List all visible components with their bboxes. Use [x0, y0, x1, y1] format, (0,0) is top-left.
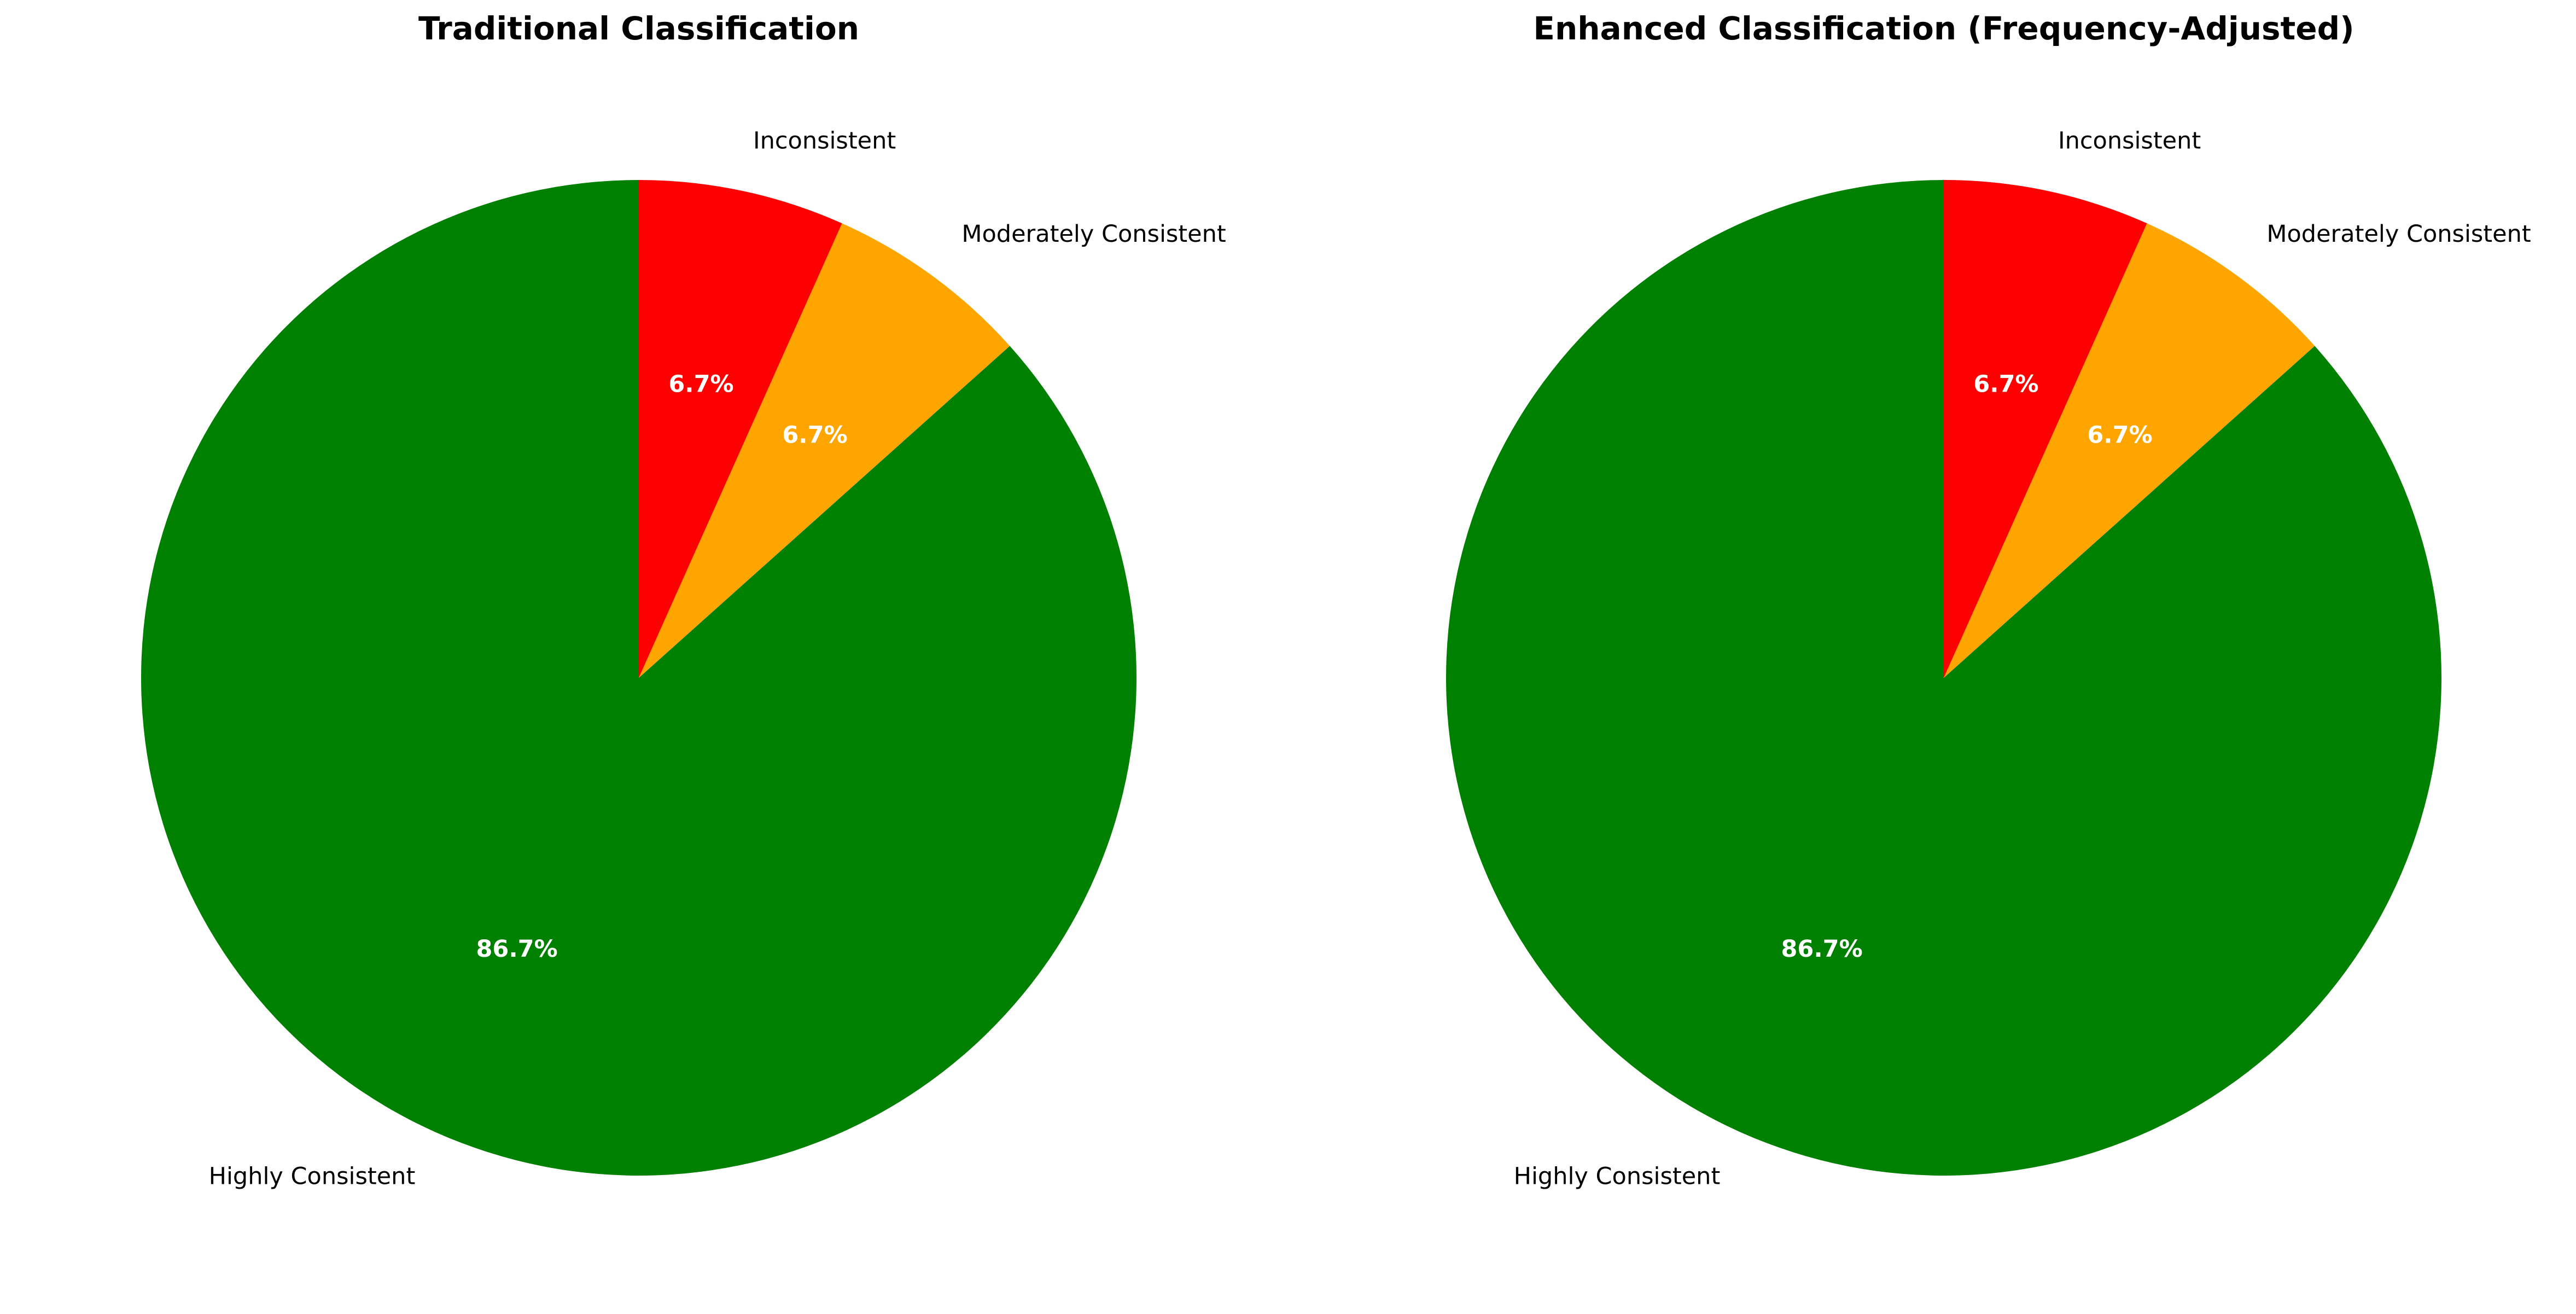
- pie-chart-enhanced: Enhanced Classification (Frequency-Adjus…: [1446, 10, 2531, 1190]
- chart-title-traditional: Traditional Classification: [418, 10, 859, 47]
- pie-slices: [141, 180, 1137, 1176]
- slice-percent-highly-consistent: 86.7%: [476, 935, 557, 963]
- pie-labels: Highly Consistent 86.7% Moderately Consist…: [1514, 127, 2531, 1190]
- slice-percent-moderately-consistent: 6.7%: [2087, 422, 2152, 449]
- pie-slice-inconsistent: [639, 180, 842, 678]
- pie-slices: [1446, 180, 2442, 1176]
- pie-slice-highly-consistent: [1446, 180, 2442, 1176]
- slice-label-moderately-consistent: Moderately Consistent: [961, 220, 1226, 248]
- slice-percent-inconsistent: 6.7%: [1973, 371, 2038, 398]
- slice-label-inconsistent: Inconsistent: [753, 127, 896, 155]
- slice-percent-inconsistent: 6.7%: [668, 371, 733, 398]
- pie-labels: Highly Consistent 86.7% Moderately Consist…: [209, 127, 1226, 1190]
- pie-slice-moderately-consistent: [639, 223, 1010, 678]
- slice-percent-highly-consistent: 86.7%: [1781, 935, 1862, 963]
- slice-label-moderately-consistent: Moderately Consistent: [2266, 220, 2531, 248]
- slice-label-highly-consistent: Highly Consistent: [1514, 1162, 1721, 1190]
- slice-label-highly-consistent: Highly Consistent: [209, 1162, 416, 1190]
- slice-label-inconsistent: Inconsistent: [2058, 127, 2201, 155]
- slice-percent-moderately-consistent: 6.7%: [782, 422, 847, 449]
- pie-slice-inconsistent: [1944, 180, 2147, 678]
- pie-slice-moderately-consistent: [1944, 223, 2315, 678]
- pie-chart-traditional: Traditional Classification Highly Consis…: [141, 10, 1226, 1190]
- chart-title-enhanced: Enhanced Classification (Frequency-Adjus…: [1533, 10, 2354, 47]
